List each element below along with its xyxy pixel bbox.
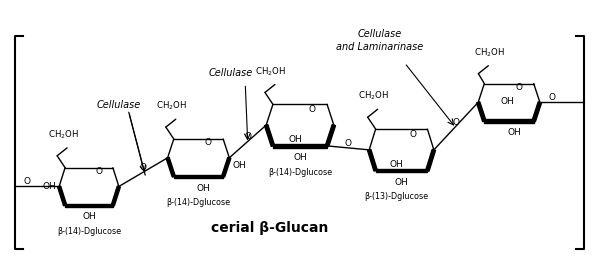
- Polygon shape: [532, 102, 541, 122]
- Polygon shape: [376, 169, 428, 172]
- Text: OH: OH: [395, 177, 409, 186]
- Text: OH: OH: [196, 183, 210, 192]
- Polygon shape: [426, 149, 435, 171]
- Text: cerial β-Glucan: cerial β-Glucan: [211, 221, 329, 235]
- Text: O: O: [244, 132, 251, 141]
- Text: OH: OH: [293, 153, 307, 162]
- Text: O: O: [95, 167, 102, 176]
- Polygon shape: [222, 157, 231, 177]
- Text: Cellulase
and Laminarinase: Cellulase and Laminarinase: [336, 29, 423, 52]
- Text: β-(14)-Dglucose: β-(14)-Dglucose: [268, 168, 332, 177]
- Polygon shape: [166, 157, 176, 177]
- Text: OH: OH: [507, 128, 521, 137]
- Text: CH$_2$OH: CH$_2$OH: [255, 65, 286, 78]
- Text: Cellulase: Cellulase: [208, 68, 252, 78]
- Text: O: O: [410, 129, 417, 138]
- Polygon shape: [368, 149, 377, 171]
- Text: β-(14)-Dglucose: β-(14)-Dglucose: [167, 198, 231, 207]
- Text: CH$_2$OH: CH$_2$OH: [474, 46, 505, 59]
- Polygon shape: [485, 119, 534, 123]
- Polygon shape: [174, 175, 223, 178]
- Text: OH: OH: [500, 97, 514, 106]
- Text: O: O: [516, 83, 522, 92]
- Text: β-(14)-Dglucose: β-(14)-Dglucose: [57, 227, 121, 236]
- Text: OH: OH: [43, 182, 56, 191]
- Polygon shape: [65, 204, 113, 207]
- Text: O: O: [548, 93, 555, 102]
- Text: O: O: [24, 177, 31, 186]
- Polygon shape: [58, 186, 66, 206]
- Text: OH: OH: [288, 135, 302, 144]
- Text: Cellulase: Cellulase: [96, 100, 141, 110]
- Polygon shape: [265, 124, 274, 146]
- Polygon shape: [273, 144, 327, 148]
- Text: OH: OH: [390, 160, 403, 169]
- Text: OH: OH: [232, 161, 246, 170]
- Text: O: O: [308, 105, 316, 114]
- Text: O: O: [205, 138, 212, 147]
- Polygon shape: [325, 124, 335, 146]
- Polygon shape: [111, 186, 120, 206]
- Text: CH$_2$OH: CH$_2$OH: [156, 100, 187, 112]
- Text: CH$_2$OH: CH$_2$OH: [47, 129, 78, 141]
- Text: CH$_2$OH: CH$_2$OH: [358, 90, 389, 102]
- Text: O: O: [452, 118, 459, 127]
- Text: OH: OH: [82, 212, 96, 221]
- Polygon shape: [477, 102, 486, 122]
- Text: β-(13)-Dglucose: β-(13)-Dglucose: [364, 192, 429, 201]
- Text: O: O: [140, 163, 147, 172]
- Text: O: O: [344, 140, 352, 149]
